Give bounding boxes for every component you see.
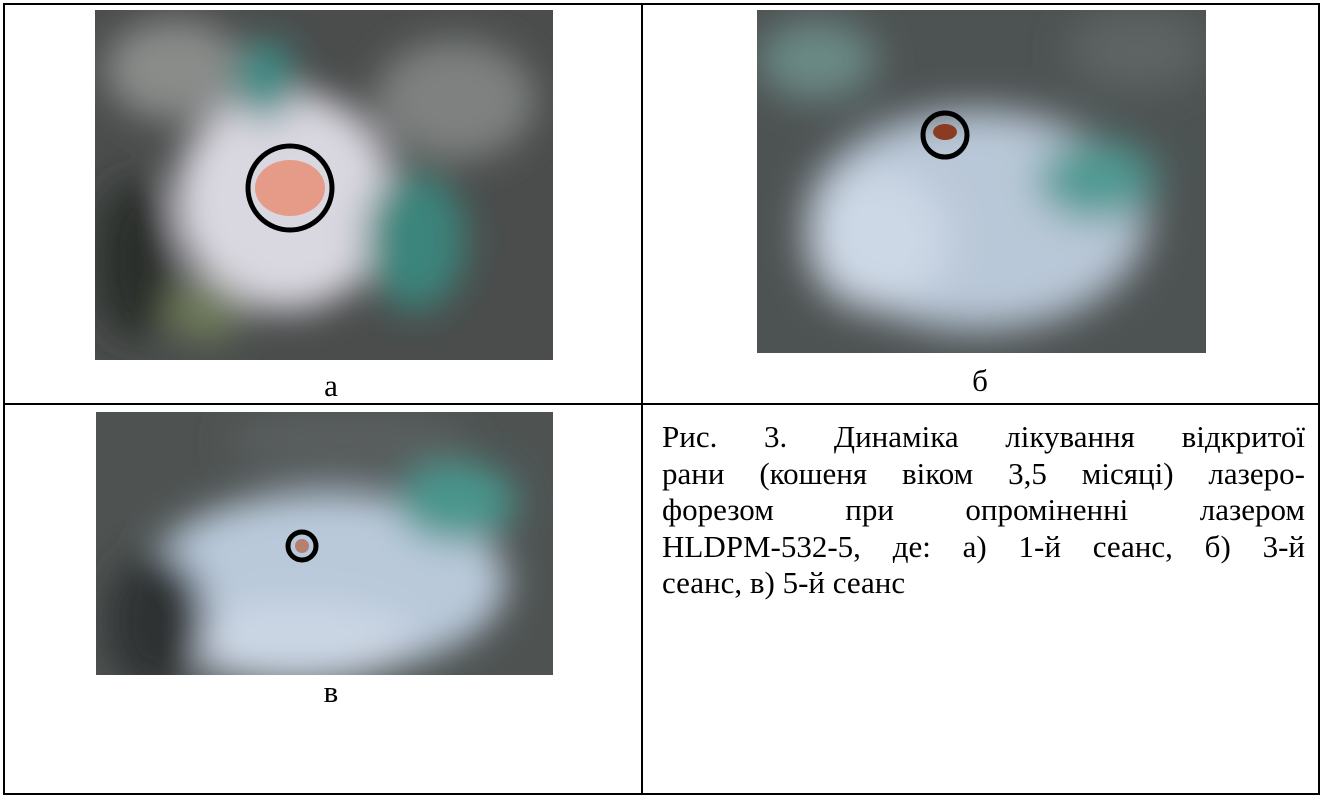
caption-line: Рис. 3. Динаміка лікування відкритої <box>662 419 1305 456</box>
border <box>3 3 5 795</box>
border <box>3 3 1320 5</box>
border <box>1318 3 1320 795</box>
page: а б в Рис. 3. Динаміка лікування відкрит… <box>0 0 1323 795</box>
panel-label: в <box>231 676 431 707</box>
photo <box>757 10 1206 353</box>
panel-label: а <box>231 370 431 401</box>
panel-label: б <box>880 365 1080 396</box>
caption-line: рани (кошеня віком 3,5 місяці) лазеро- <box>662 456 1305 493</box>
border <box>3 403 1320 405</box>
caption-line: сеанс, в) 5-й сеанс <box>662 565 1305 602</box>
photo <box>95 10 553 360</box>
caption-line: HLDPM-532-5, де: а) 1-й сеанс, б) 3-й <box>662 529 1305 566</box>
caption-line: форезом при опроміненні лазером <box>662 492 1305 529</box>
photo <box>96 412 553 675</box>
border <box>641 3 643 795</box>
